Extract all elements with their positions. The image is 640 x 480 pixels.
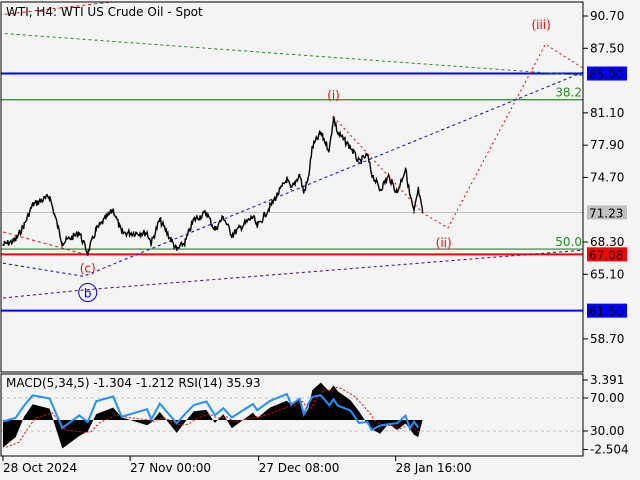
- x-tick-label: 28 Jan 16:00: [396, 461, 472, 475]
- price-point: [366, 154, 369, 157]
- price-point: [23, 224, 25, 226]
- price-point: [95, 229, 98, 231]
- fib-level-label: 50.0: [555, 235, 582, 249]
- price-point: [379, 188, 381, 191]
- rsi-line: [2, 392, 420, 432]
- price-point: [158, 219, 161, 221]
- y-tick-label: 81.10: [590, 106, 624, 120]
- price-level-tag-label: 71.23: [589, 206, 623, 220]
- price-point: [349, 146, 352, 148]
- price-point: [205, 211, 208, 214]
- price-point: [319, 132, 322, 134]
- price-plot: 38.2 50.0 (i) (ii) (iii) (c) b: [1, 2, 583, 312]
- x-tick-label: 27 Nov 00:00: [130, 461, 211, 475]
- macd-histogram: [3, 382, 423, 449]
- price-point: [192, 219, 195, 221]
- wave-label: (iii): [531, 18, 550, 32]
- price-point: [307, 178, 309, 181]
- price-point: [78, 232, 81, 234]
- axes: 90.70 87.50 81.10 77.90 74.70 68.30 65.10 58.70…: [2, 9, 629, 475]
- x-tick-label: 28 Oct 2024: [3, 461, 77, 475]
- price-level-tag: [587, 66, 627, 81]
- indicator-pane-frame: [0, 373, 584, 457]
- x-tick-label: 27 Dec 08:00: [259, 461, 340, 475]
- price-point: [336, 132, 339, 134]
- price-point: [231, 234, 233, 236]
- price-level-tag-label: 61.50: [589, 305, 623, 319]
- price-point: [112, 208, 114, 211]
- price-point: [370, 172, 373, 175]
- trendline: [2, 249, 583, 299]
- price-level-tag: [587, 247, 627, 262]
- price-point: [286, 178, 288, 181]
- price-point: [2, 244, 4, 246]
- indicator-y-tick-label: 70.00: [590, 391, 624, 405]
- macd-signal-line: [5, 386, 422, 448]
- y-tick-label: 90.70: [590, 9, 624, 23]
- price-point: [86, 252, 89, 254]
- price-pane[interactable]: 38.2 50.0 (i) (ii) (iii) (c) b: [0, 0, 584, 312]
- trendline: [2, 231, 88, 256]
- price-point: [358, 161, 360, 164]
- wave-label: (i): [327, 89, 340, 103]
- price-point: [311, 146, 314, 148]
- price-point: [269, 205, 271, 208]
- y-tick-label: 65.10: [590, 267, 624, 281]
- indicator-y-tick-label: 30.00: [590, 424, 624, 438]
- price-level-tag: [587, 205, 627, 220]
- fib-level-label: 38.2: [555, 86, 582, 100]
- trendline: [1, 32, 583, 76]
- price-level-tag-label: 85.00: [589, 68, 623, 82]
- y-tick-label: 58.70: [590, 332, 624, 346]
- price-point: [417, 188, 420, 191]
- elliott-wave-path: [333, 43, 583, 229]
- chart-title: WTI, H4: WTI US Crude Oil - Spot: [6, 5, 203, 19]
- price-point: [150, 242, 153, 244]
- indicator-label: MACD(5,34,5) -1.304 -1.212 RSI(14) 35.93: [6, 376, 261, 390]
- price-point: [252, 215, 254, 218]
- price-series-line: [2, 116, 424, 256]
- price-point: [404, 167, 407, 170]
- wave-label: b: [84, 287, 92, 301]
- indicator-y-tick-label: 3.391: [590, 373, 624, 387]
- price-point: [328, 149, 331, 151]
- price-point: [146, 232, 148, 234]
- price-point: [256, 226, 259, 228]
- indicator-y-tick-label: -2.504: [590, 443, 629, 457]
- price-point: [48, 195, 51, 198]
- price-level-tag-label: 67.08: [589, 248, 623, 262]
- indicator-pane[interactable]: [1, 382, 583, 449]
- price-point: [408, 193, 411, 196]
- y-tick-label: 74.70: [590, 170, 624, 184]
- price-point: [396, 191, 398, 194]
- price-point: [31, 203, 34, 206]
- price-point: [184, 241, 187, 243]
- price-point: [214, 229, 216, 231]
- price-pane-frame: [0, 1, 584, 373]
- price-point: [14, 239, 17, 241]
- price-point: [290, 188, 292, 191]
- wave-label: (c): [80, 261, 96, 275]
- y-tick-label: 77.90: [590, 138, 624, 152]
- y-tick-label: 87.50: [590, 41, 624, 55]
- price-point: [120, 232, 123, 234]
- price-point: [222, 215, 225, 218]
- wave-label-circle: [78, 283, 98, 303]
- y-tick-label: 68.30: [590, 235, 624, 249]
- price-point: [61, 242, 64, 244]
- price-point: [175, 249, 178, 251]
- price-level-tag: [587, 303, 627, 318]
- wave-label: (ii): [436, 236, 452, 250]
- price-point: [413, 211, 415, 214]
- price-point: [303, 191, 305, 194]
- price-point: [298, 173, 301, 176]
